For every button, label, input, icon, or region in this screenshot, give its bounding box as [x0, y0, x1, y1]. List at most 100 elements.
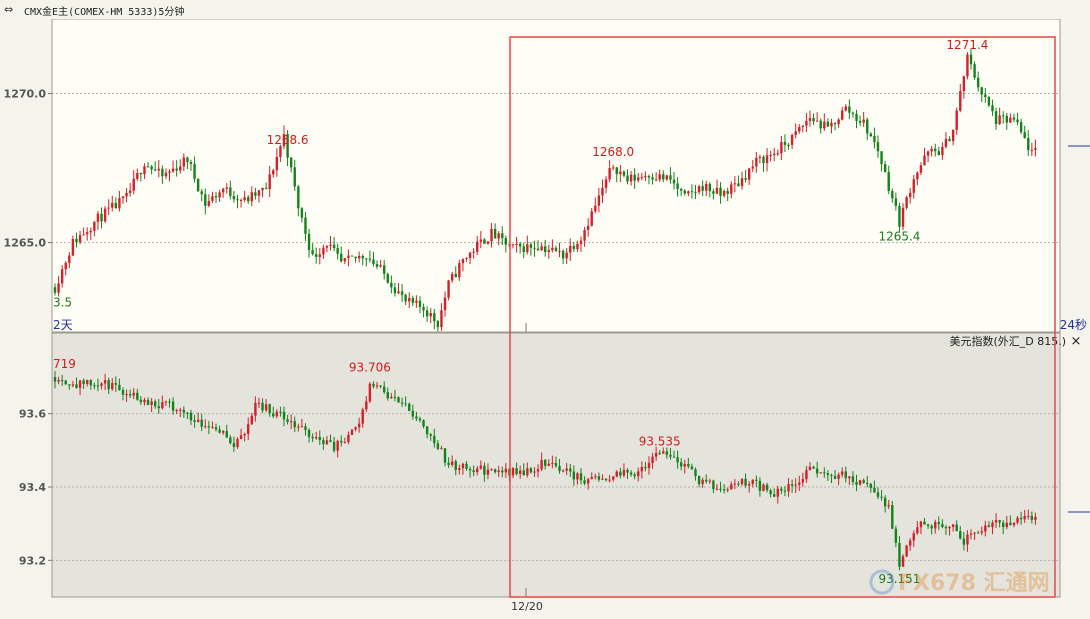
chart-canvas[interactable]: 1265.01270.03.51268.61262.31268.01265.41…	[0, 19, 1090, 619]
price-annotation: 93.535	[639, 435, 681, 449]
candle-body	[823, 472, 826, 474]
candle-body	[615, 471, 618, 477]
candle-body	[959, 91, 962, 111]
candle	[715, 484, 719, 491]
candle-body	[894, 528, 898, 543]
candle-body	[969, 533, 973, 535]
candle-body	[873, 136, 876, 143]
candle-body	[611, 476, 615, 480]
candle-body	[762, 156, 765, 164]
candle-body	[586, 225, 590, 231]
candle	[221, 430, 225, 435]
candle-body	[722, 489, 726, 491]
candle-body	[611, 167, 615, 169]
candle	[186, 412, 189, 420]
candle	[869, 483, 873, 493]
candle	[125, 188, 128, 203]
candle	[397, 283, 400, 295]
candle	[765, 148, 769, 172]
candle	[744, 473, 747, 488]
candle	[987, 95, 991, 108]
candle	[841, 106, 844, 121]
candle	[161, 165, 164, 184]
candle-body	[805, 470, 808, 480]
candle	[103, 206, 107, 223]
candle	[544, 459, 547, 470]
candle	[976, 530, 980, 534]
candle	[1005, 112, 1008, 130]
candle-body	[572, 245, 576, 250]
candle	[579, 468, 583, 485]
candle	[955, 520, 958, 532]
window-title: CMX金E主(COMEX-HM 5333)5分钟	[24, 7, 185, 18]
candle-body	[941, 524, 944, 528]
candle	[858, 115, 862, 127]
candle-body	[651, 456, 654, 464]
candle-body	[318, 437, 321, 440]
candle-body	[214, 196, 218, 198]
candle	[450, 271, 454, 283]
candle-body	[565, 252, 568, 259]
candle	[994, 513, 998, 528]
candle-body	[257, 190, 261, 196]
candle-body	[1012, 117, 1016, 120]
candle	[372, 381, 375, 389]
candle	[737, 481, 740, 487]
candle	[665, 174, 669, 182]
candle	[719, 481, 722, 493]
candle-body	[382, 386, 386, 393]
candle-body	[941, 146, 944, 156]
candle-body	[189, 412, 193, 421]
candle-body	[153, 169, 157, 171]
candle	[823, 467, 826, 478]
candle	[569, 238, 572, 261]
candle	[225, 424, 228, 439]
candle	[662, 170, 665, 183]
candle	[998, 107, 1001, 126]
candle-body	[733, 183, 737, 185]
candle-body	[268, 404, 271, 414]
candle-body	[232, 196, 236, 200]
candle-body	[790, 134, 794, 145]
candle-body	[483, 239, 486, 244]
candle	[622, 170, 626, 178]
candle-body	[189, 162, 193, 164]
candle-body	[526, 244, 529, 252]
candle-body	[894, 198, 898, 206]
candle-body	[1019, 122, 1023, 133]
candle-body	[465, 463, 468, 469]
candle-body	[547, 463, 550, 466]
arrows-icon[interactable]: ⇔	[4, 3, 14, 16]
candle-body	[57, 380, 60, 382]
candle	[722, 484, 726, 494]
candle	[214, 423, 218, 432]
candle	[887, 165, 890, 195]
candle	[755, 475, 758, 488]
candle	[561, 469, 565, 473]
candle-body	[923, 155, 926, 166]
candle	[594, 197, 597, 214]
candle	[984, 520, 987, 537]
close-icon[interactable]: ×	[1071, 334, 1082, 349]
candle-body	[382, 265, 386, 274]
candle	[404, 293, 407, 306]
candle-body	[211, 196, 214, 201]
candle-body	[694, 191, 697, 193]
candle	[747, 481, 751, 493]
candle	[923, 518, 926, 525]
candle-body	[769, 490, 772, 495]
candle-body	[536, 248, 540, 251]
candle-body	[322, 247, 325, 255]
candle	[841, 467, 844, 478]
candle-body	[311, 249, 314, 255]
candle-body	[447, 462, 450, 465]
gold-price-panel: 1265.01270.03.51268.61262.31268.01265.41…	[0, 19, 1090, 345]
candle	[819, 118, 822, 134]
candle-body	[279, 146, 282, 157]
candle-body	[694, 469, 697, 476]
candle-body	[493, 469, 497, 473]
countdown-label: 24秒	[1060, 318, 1087, 332]
candle	[300, 418, 304, 428]
candle-body	[307, 429, 311, 437]
candle-body	[579, 240, 583, 244]
